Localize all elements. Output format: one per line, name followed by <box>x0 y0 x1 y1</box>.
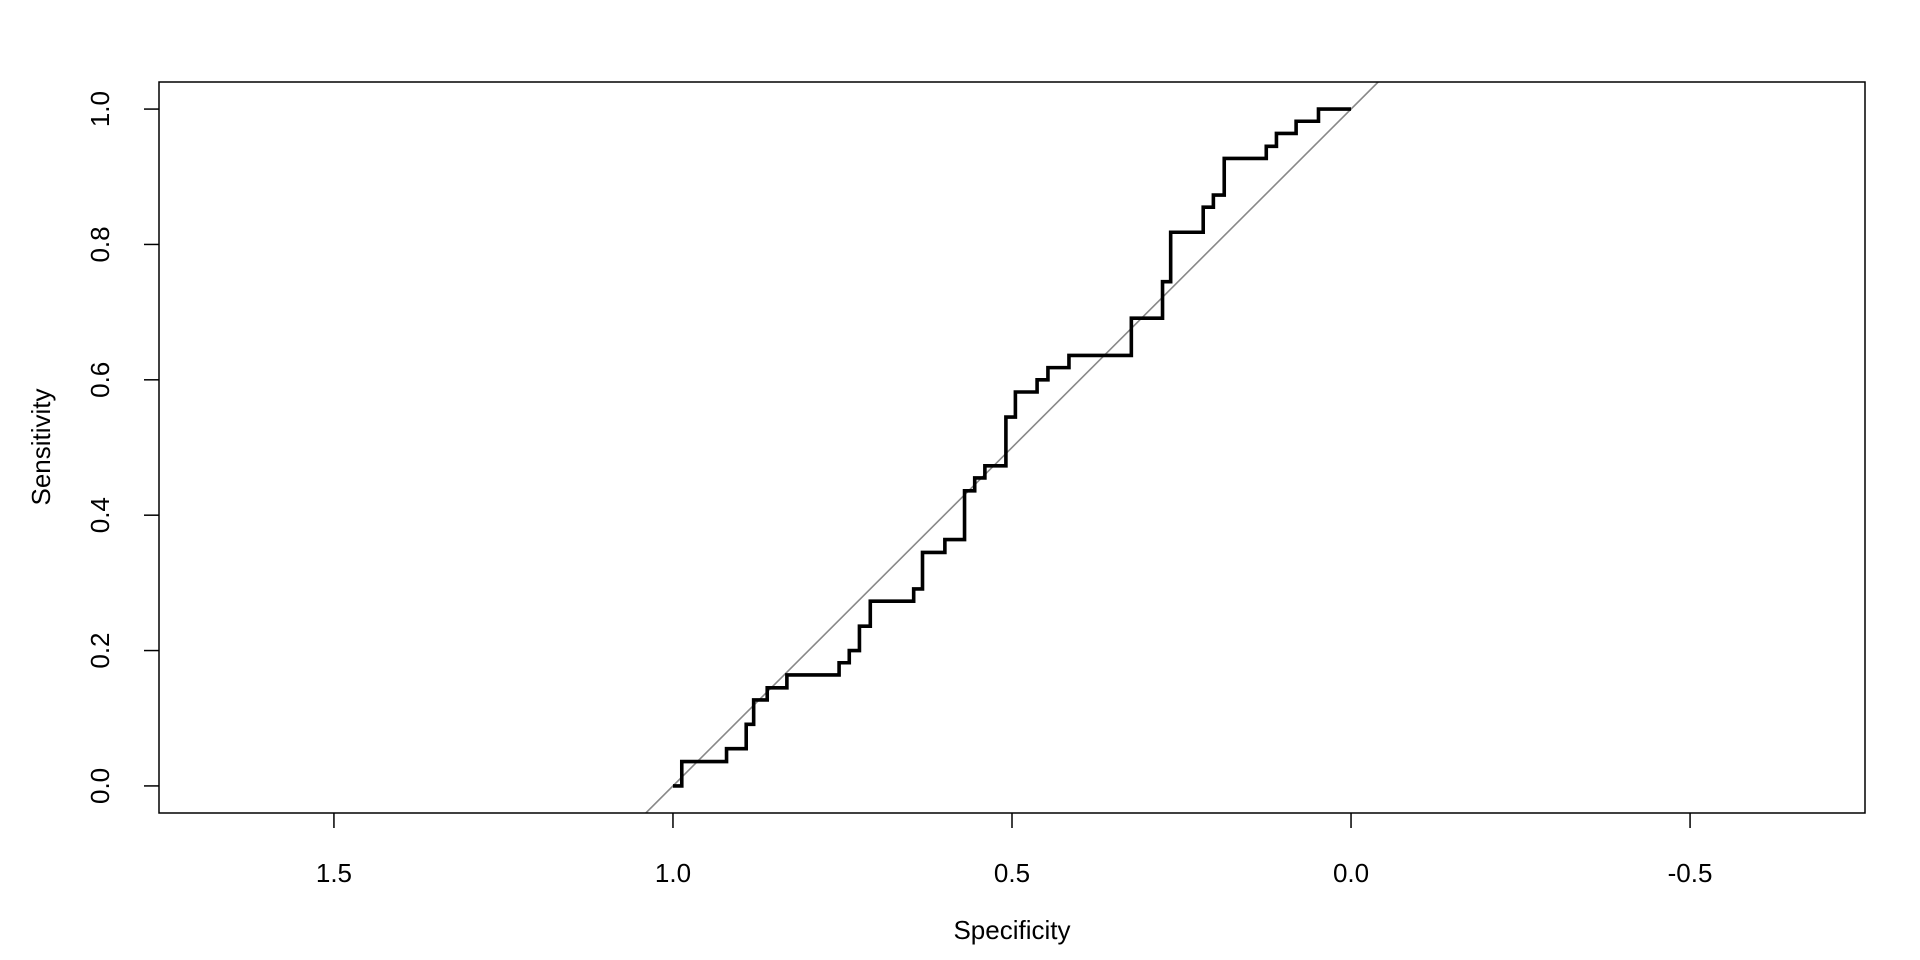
reference-diagonal <box>645 82 1379 813</box>
y-tick-label: 0.8 <box>85 226 115 262</box>
y-tick-label: 1.0 <box>85 91 115 127</box>
x-tick-label: -0.5 <box>1668 858 1713 888</box>
plot-frame <box>158 81 1866 814</box>
x-tick-label: 0.5 <box>994 858 1030 888</box>
x-axis-label: Specificity <box>953 915 1070 945</box>
y-tick-label: 0.2 <box>85 632 115 668</box>
y-tick-label: 0.4 <box>85 497 115 533</box>
y-tick-label: 0.6 <box>85 362 115 398</box>
roc-curve <box>672 107 1352 788</box>
x-tick-label: 0.0 <box>1333 858 1369 888</box>
x-tick-label: 1.0 <box>655 858 691 888</box>
x-tick-label: 1.5 <box>316 858 352 888</box>
y-axis-label: Sensitivity <box>26 388 56 505</box>
y-tick-label: 0.0 <box>85 768 115 804</box>
